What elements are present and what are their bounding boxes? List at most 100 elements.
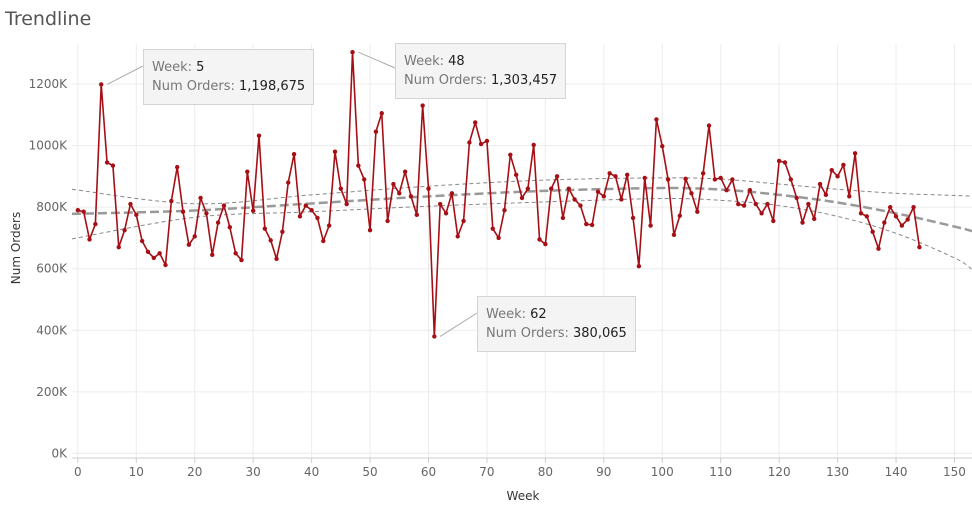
data-point[interactable] xyxy=(630,215,636,221)
data-point[interactable] xyxy=(654,117,659,122)
data-point[interactable] xyxy=(771,218,776,224)
data-point[interactable] xyxy=(239,257,244,263)
data-point[interactable] xyxy=(169,198,174,204)
data-point[interactable] xyxy=(163,262,168,268)
data-point[interactable] xyxy=(174,164,180,170)
data-point[interactable] xyxy=(566,186,571,191)
data-point[interactable] xyxy=(724,188,729,193)
data-point[interactable] xyxy=(180,209,186,214)
data-point[interactable] xyxy=(128,201,133,207)
data-point[interactable] xyxy=(87,237,92,242)
data-point[interactable] xyxy=(496,235,501,241)
data-point[interactable] xyxy=(741,203,747,208)
data-point[interactable] xyxy=(525,186,531,191)
data-point[interactable] xyxy=(882,220,887,225)
data-point[interactable] xyxy=(572,197,577,202)
data-point[interactable] xyxy=(356,163,361,168)
data-point[interactable] xyxy=(508,152,513,158)
data-point[interactable] xyxy=(484,138,490,144)
data-point[interactable] xyxy=(280,229,285,234)
data-point[interactable] xyxy=(449,191,455,196)
data-point[interactable] xyxy=(291,151,297,157)
data-point[interactable] xyxy=(578,203,583,208)
data-point[interactable] xyxy=(759,211,764,216)
data-point[interactable] xyxy=(286,180,291,185)
data-point[interactable] xyxy=(367,228,373,233)
data-point[interactable] xyxy=(543,241,548,247)
data-point[interactable] xyxy=(104,160,110,165)
data-point[interactable] xyxy=(648,223,653,228)
data-point[interactable] xyxy=(776,158,782,164)
data-point[interactable] xyxy=(847,194,852,199)
data-point[interactable] xyxy=(362,177,367,182)
data-point[interactable] xyxy=(198,195,203,201)
data-point[interactable] xyxy=(817,181,823,187)
data-point[interactable] xyxy=(502,208,507,213)
data-point[interactable] xyxy=(665,177,671,182)
data-point[interactable] xyxy=(806,201,811,207)
data-point[interactable] xyxy=(700,171,706,176)
data-point[interactable] xyxy=(192,234,197,239)
data-point[interactable] xyxy=(344,201,349,207)
data-point[interactable] xyxy=(274,256,279,262)
data-point[interactable] xyxy=(315,215,320,221)
data-point[interactable] xyxy=(432,334,437,339)
data-point[interactable] xyxy=(835,174,840,179)
data-point[interactable] xyxy=(788,177,794,182)
data-point[interactable] xyxy=(75,208,81,213)
data-point[interactable] xyxy=(157,251,162,256)
data-point[interactable] xyxy=(905,217,910,222)
data-point[interactable] xyxy=(537,237,542,242)
data-point[interactable] xyxy=(373,129,379,134)
series-layer[interactable] xyxy=(75,49,922,339)
data-point[interactable] xyxy=(326,223,332,228)
data-point[interactable] xyxy=(204,211,209,216)
data-point[interactable] xyxy=(513,172,519,178)
data-point[interactable] xyxy=(841,162,846,168)
data-point[interactable] xyxy=(461,218,466,224)
data-point[interactable] xyxy=(221,203,227,208)
data-point[interactable] xyxy=(560,215,566,221)
data-point[interactable] xyxy=(619,197,624,202)
data-point[interactable] xyxy=(437,201,443,207)
data-point[interactable] xyxy=(385,218,390,224)
data-point[interactable] xyxy=(186,242,192,247)
data-point[interactable] xyxy=(443,211,449,216)
data-point[interactable] xyxy=(718,175,723,181)
data-point[interactable] xyxy=(607,171,612,176)
data-point[interactable] xyxy=(730,177,735,182)
data-point[interactable] xyxy=(303,203,308,208)
data-point[interactable] xyxy=(671,232,677,238)
data-point[interactable] xyxy=(151,255,157,261)
data-point[interactable] xyxy=(309,208,314,213)
data-point[interactable] xyxy=(829,168,834,173)
data-point[interactable] xyxy=(379,111,384,116)
data-point[interactable] xyxy=(812,216,817,222)
data-point[interactable] xyxy=(531,142,536,148)
data-point[interactable] xyxy=(782,160,788,165)
data-point[interactable] xyxy=(858,211,864,216)
data-point[interactable] xyxy=(642,175,647,181)
data-point[interactable] xyxy=(210,252,215,258)
data-point[interactable] xyxy=(747,188,753,193)
data-point[interactable] xyxy=(852,151,858,156)
data-point[interactable] xyxy=(636,264,642,269)
data-point[interactable] xyxy=(899,223,905,228)
data-point[interactable] xyxy=(414,212,420,218)
data-point[interactable] xyxy=(765,201,770,207)
data-point[interactable] xyxy=(256,133,262,138)
data-point[interactable] xyxy=(887,204,893,210)
data-point[interactable] xyxy=(706,123,712,128)
data-point[interactable] xyxy=(917,244,922,250)
data-point[interactable] xyxy=(99,82,104,87)
data-point[interactable] xyxy=(823,192,829,198)
data-point[interactable] xyxy=(81,209,86,214)
data-point[interactable] xyxy=(660,143,665,149)
data-point[interactable] xyxy=(391,181,396,187)
data-point[interactable] xyxy=(145,249,151,254)
data-point[interactable] xyxy=(736,201,741,207)
data-point[interactable] xyxy=(601,194,607,199)
data-point[interactable] xyxy=(584,221,589,227)
data-point[interactable] xyxy=(227,224,232,230)
data-point[interactable] xyxy=(233,251,238,256)
